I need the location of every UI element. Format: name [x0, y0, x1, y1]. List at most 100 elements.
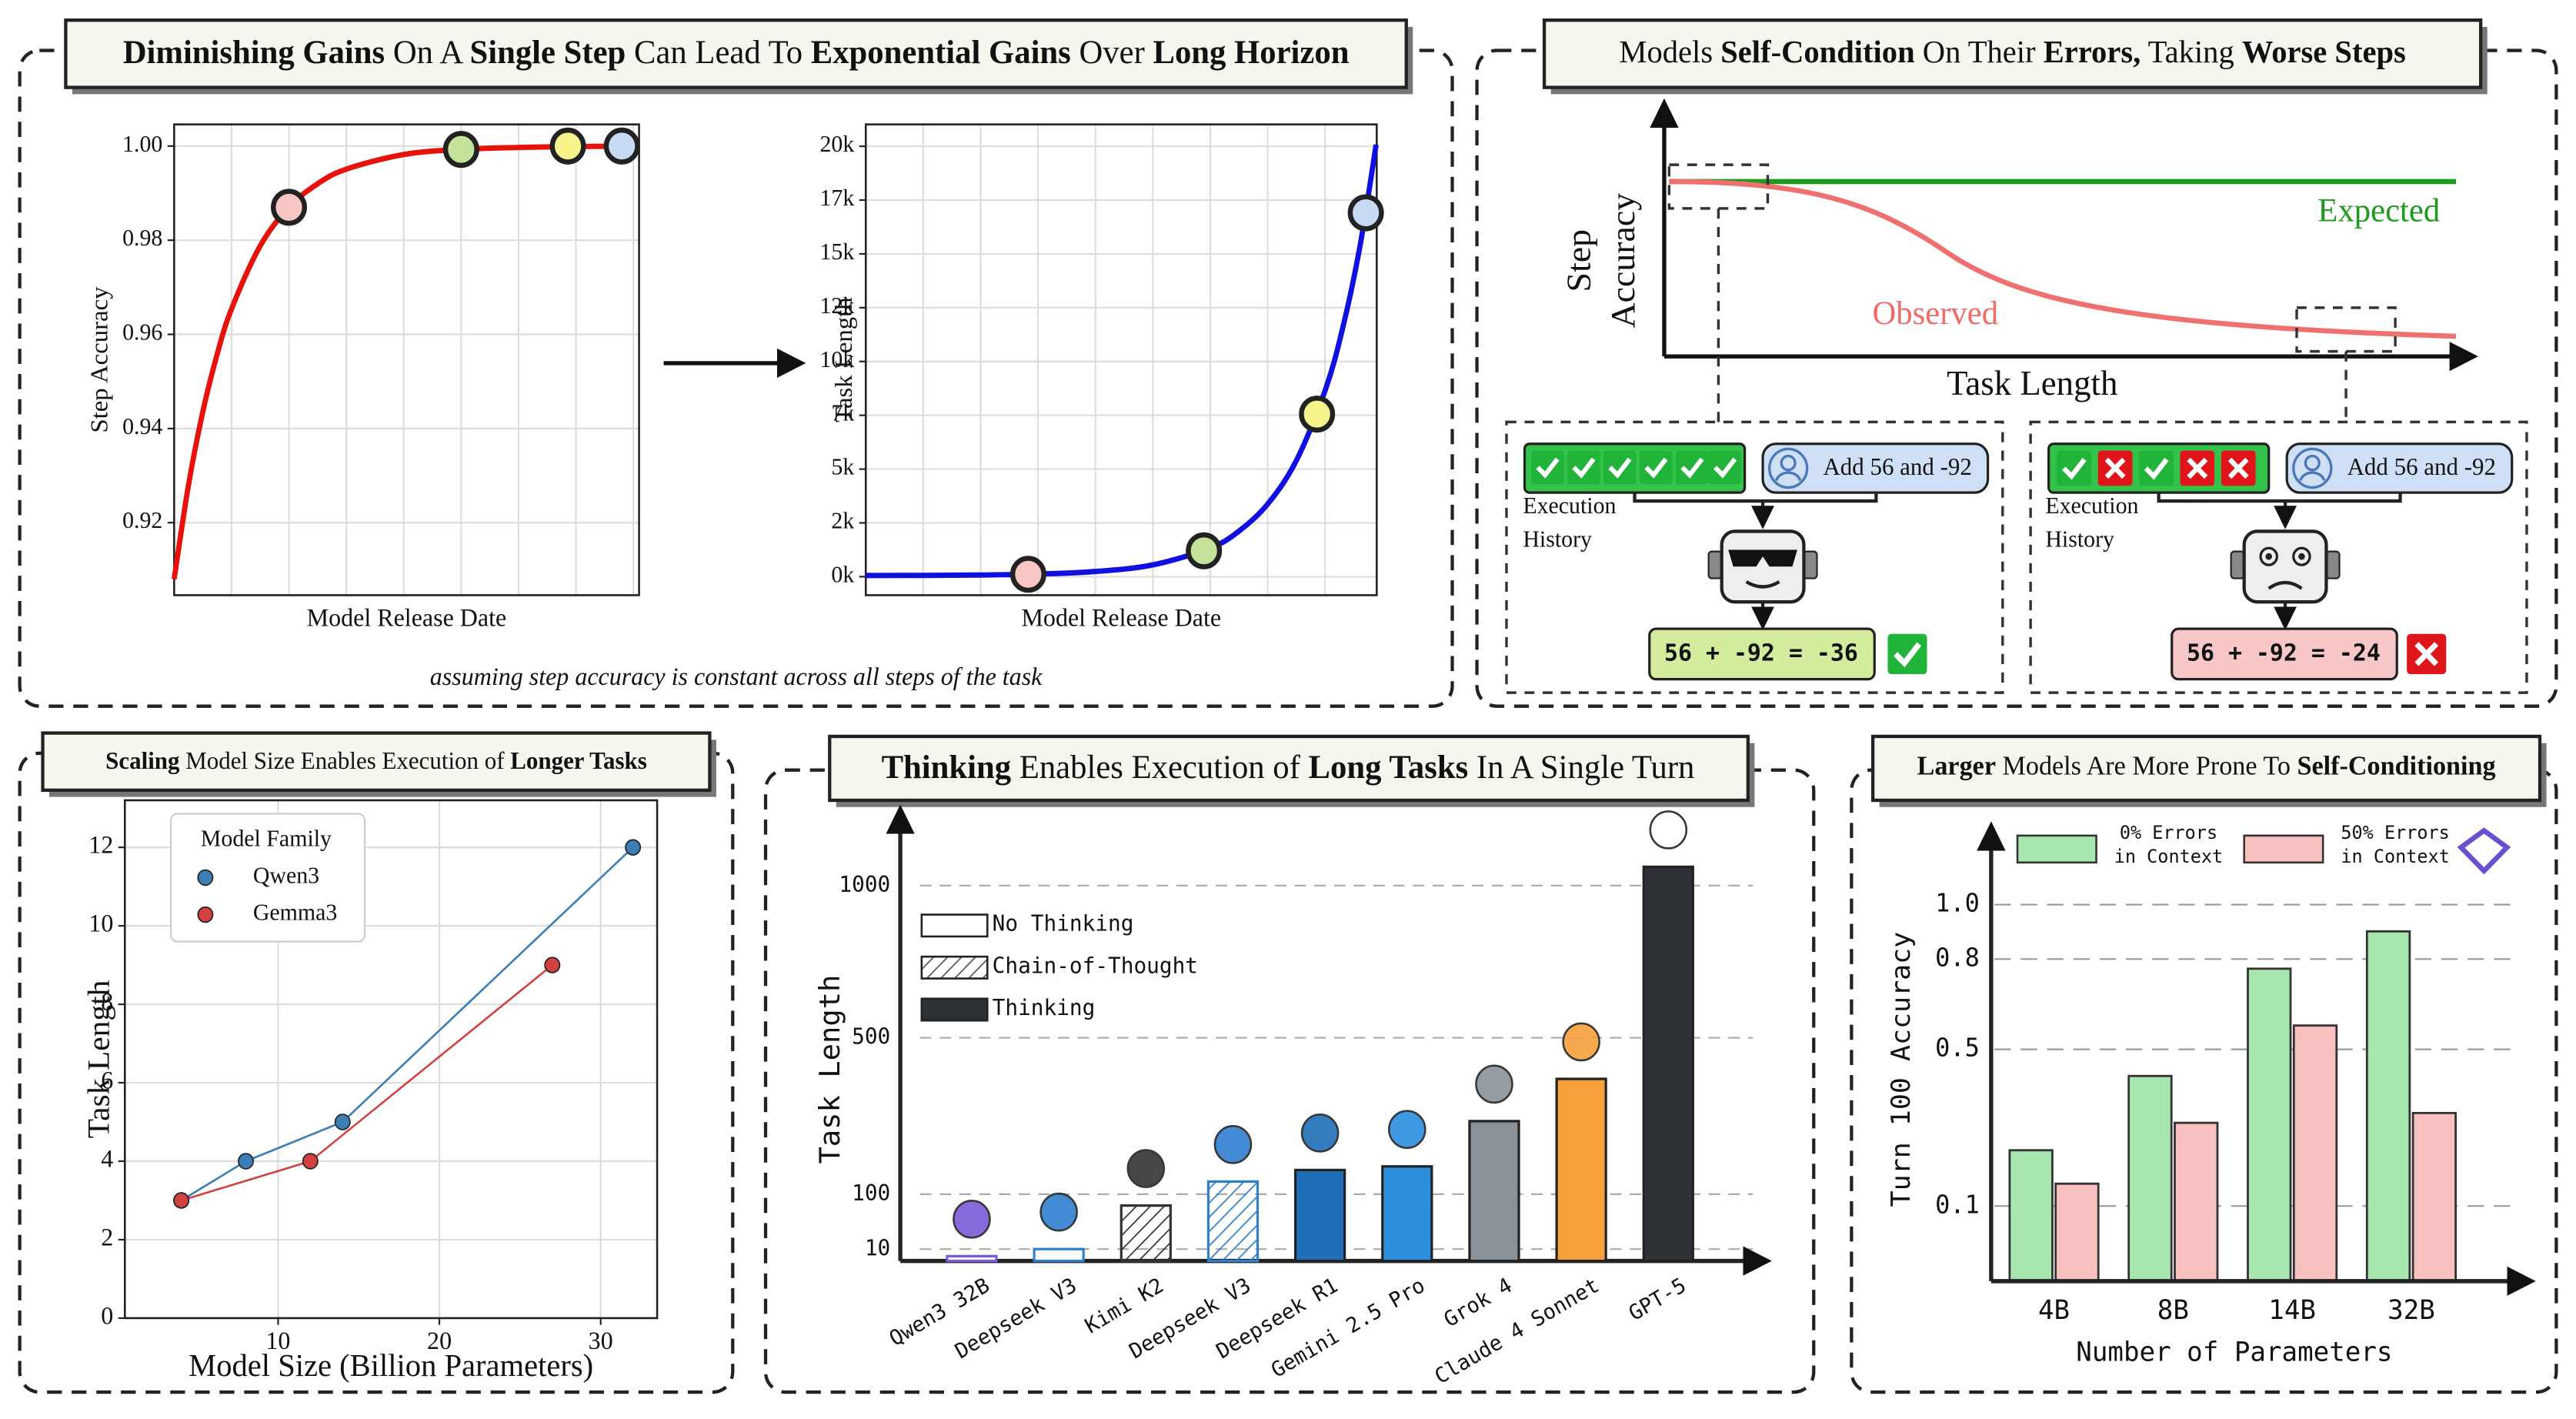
- y-tick-label: 0k: [831, 561, 855, 587]
- logo: [2457, 827, 2511, 875]
- bar: [1381, 1165, 1433, 1263]
- observed-line: [1669, 179, 2457, 339]
- connector: [1633, 492, 1878, 525]
- title-run: Can Lead To: [626, 35, 810, 72]
- step-ok: [1603, 451, 1637, 485]
- marker: [334, 1113, 351, 1130]
- bar: [1642, 865, 1694, 1263]
- panel-frame: [18, 48, 1454, 708]
- x-tick-label: 4B: [2038, 1294, 2070, 1325]
- title-run: Model Size Enables Execution of: [179, 747, 510, 774]
- y-tick-label: 12: [88, 831, 113, 859]
- logo: [1649, 810, 1688, 850]
- point: [603, 127, 640, 165]
- point: [549, 127, 586, 165]
- y-axis-label: Turn 100 Accuracy: [1886, 932, 1917, 1207]
- legend-label: Chain-of-Thought: [993, 953, 1198, 978]
- bar: [2411, 1111, 2457, 1283]
- y-tick-label: 10: [88, 910, 113, 937]
- plot-frame: [173, 123, 640, 596]
- y-axis-label: Task Length: [81, 980, 115, 1139]
- prompt: Add 56 and -92: [2347, 453, 2496, 480]
- legend-label: Gemma3: [253, 899, 338, 925]
- legend-label-box: 0% Errors in Context: [2114, 822, 2224, 868]
- x-tick-label: 8B: [2157, 1294, 2189, 1325]
- x-tick-label: Claude 4 Sonnet: [1431, 1274, 1603, 1389]
- panel-title: Thinking Enables Execution of Long Tasks…: [882, 749, 1695, 786]
- bar: [2365, 930, 2411, 1283]
- axis-label: Step: [1560, 229, 1597, 292]
- y-tick-label: 0.92: [122, 507, 162, 533]
- robot: [1707, 529, 1818, 604]
- step-ok: [2139, 451, 2174, 486]
- title-run: Models Are More Prone To: [1996, 751, 2297, 780]
- y-tick-label: 6: [101, 1067, 113, 1094]
- wrong-icon: [2407, 634, 2446, 674]
- x-tick-label: 14B: [2268, 1294, 2316, 1325]
- panel-title: Diminishing Gains On A Single Step Can L…: [123, 35, 1350, 72]
- title-run: On Their: [1915, 34, 2044, 70]
- legend-label: No Thinking: [993, 910, 1134, 936]
- y-tick-label: 1000: [839, 872, 890, 897]
- user-icon: [1767, 447, 1809, 489]
- note: assuming step accuracy is constant acros…: [430, 663, 1043, 691]
- bar: [1206, 1180, 1260, 1263]
- marker: [238, 1153, 254, 1170]
- x-tick-label: 10: [265, 1327, 290, 1355]
- y-tick-label: 20k: [819, 131, 855, 157]
- expected-label: Expected: [2317, 192, 2440, 229]
- y-tick-label: 2k: [831, 507, 855, 533]
- line: [180, 846, 634, 1202]
- panel-title: Models Self-Condition On Their Errors, T…: [1619, 34, 2405, 70]
- axis-label: Task Length: [1947, 364, 2118, 403]
- step-ok: [2057, 451, 2091, 486]
- logo: [1039, 1192, 1078, 1232]
- title-run: Enables Execution of: [1011, 749, 1308, 786]
- bar: [946, 1254, 998, 1263]
- title-box: [64, 18, 1408, 89]
- title-run: In A Single Turn: [1468, 749, 1694, 786]
- history-label: History: [2045, 526, 2114, 552]
- title-run: Errors,: [2044, 34, 2141, 70]
- step-ok: [1531, 451, 1564, 485]
- title-run: Exponential Gains: [811, 35, 1071, 72]
- legend-swatch: [2016, 834, 2097, 864]
- legend-label: Qwen3: [253, 862, 319, 888]
- line: [171, 143, 639, 580]
- legend-label: 0% Errors in Context: [2114, 822, 2224, 868]
- legend-swatch: [920, 913, 989, 938]
- bar: [2174, 1121, 2219, 1283]
- legend-swatch: [920, 997, 989, 1022]
- y-tick-label: 0.8: [1935, 943, 1980, 972]
- bar: [2127, 1074, 2173, 1283]
- y-tick-label: 7k: [831, 399, 855, 426]
- step-ok: [1567, 451, 1600, 485]
- title-run: Taking: [2141, 34, 2242, 70]
- y-tick-label: 12k: [819, 292, 855, 319]
- bar: [2292, 1024, 2338, 1283]
- point: [1347, 194, 1384, 232]
- connector: [2157, 492, 2402, 525]
- y-tick-label: 17k: [819, 185, 855, 211]
- title-run: Over: [1071, 35, 1153, 72]
- bar: [2054, 1182, 2100, 1283]
- bar: [1033, 1247, 1085, 1263]
- history-label: Execution: [2045, 492, 2138, 519]
- bar: [1468, 1120, 1520, 1263]
- legend-label-box: 50% Errors in Context: [2341, 822, 2449, 867]
- title-run: Larger: [1917, 751, 1996, 780]
- title-run: Single Step: [469, 35, 626, 72]
- bar: [2008, 1149, 2054, 1283]
- title-run: Scaling: [105, 747, 180, 774]
- history-label: Execution: [1523, 492, 1616, 519]
- logo: [1126, 1149, 1166, 1188]
- bar: [1119, 1204, 1172, 1263]
- legend-box: [169, 813, 366, 943]
- logo: [1388, 1110, 1426, 1150]
- user-icon: [2292, 447, 2333, 489]
- plot-frame: [864, 123, 1378, 596]
- y-tick-label: 5k: [831, 453, 855, 479]
- y-tick-label: 4: [101, 1145, 113, 1173]
- y-tick-label: 100: [852, 1180, 890, 1206]
- panel-frame: [18, 751, 735, 1394]
